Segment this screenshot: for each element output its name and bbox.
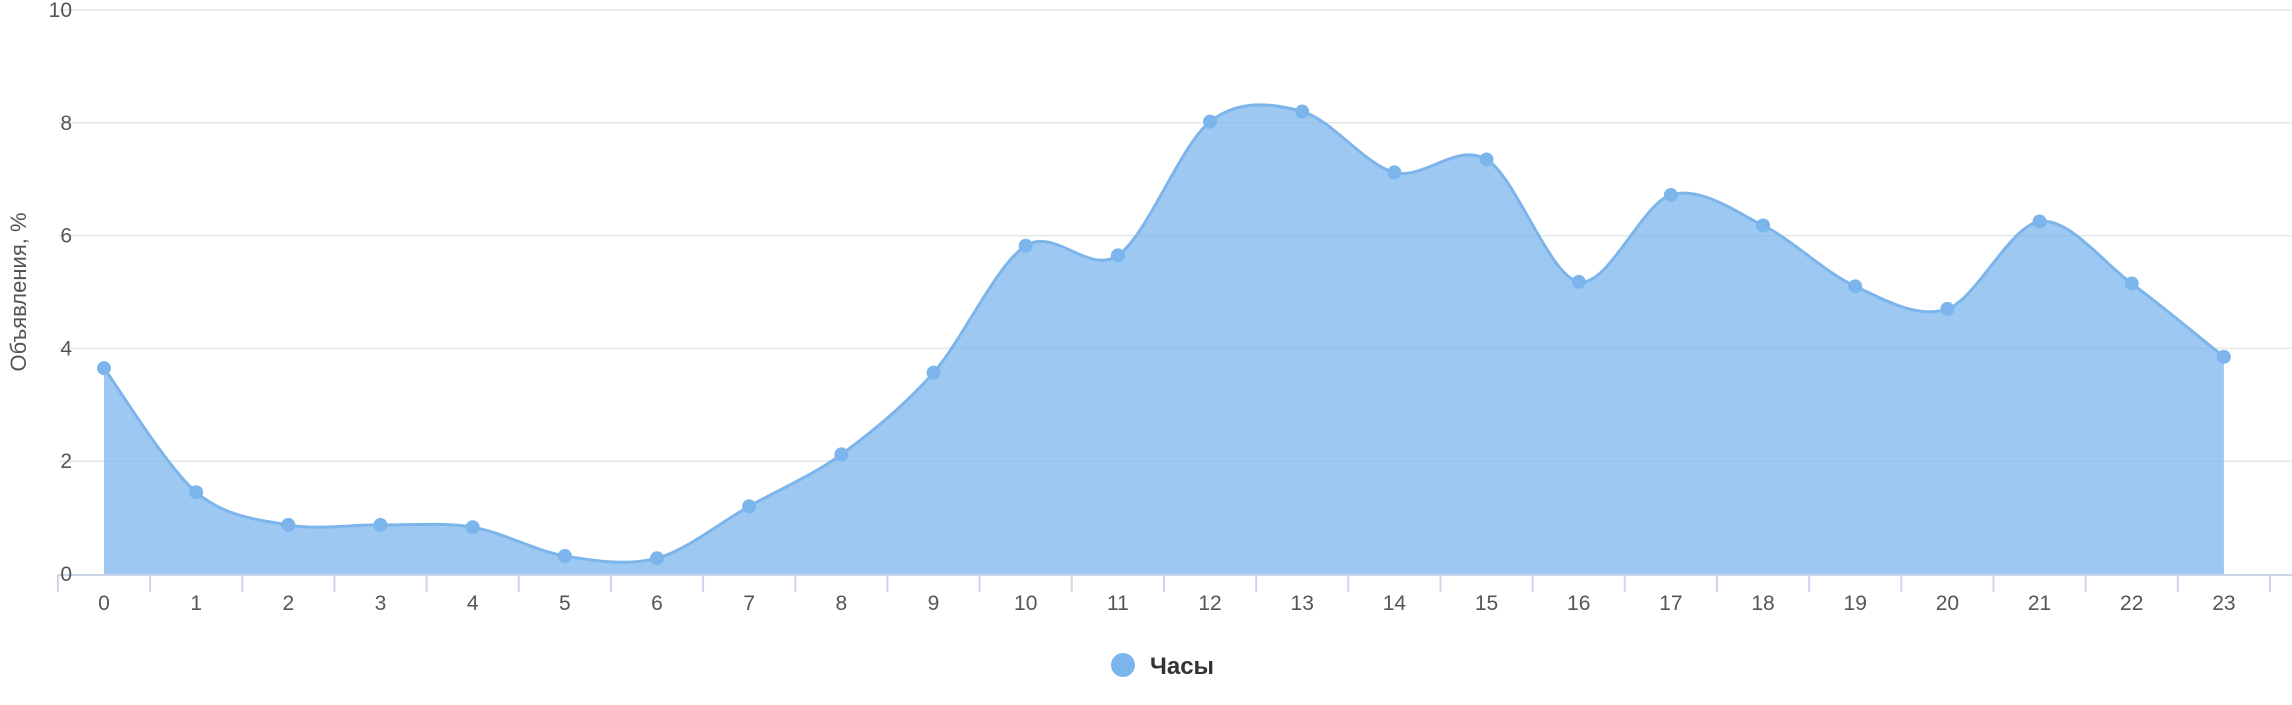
legend-symbol[interactable]: [1111, 653, 1135, 677]
x-tick-label: 2: [282, 592, 294, 615]
data-point[interactable]: [1203, 114, 1218, 129]
x-tick-label: 21: [2028, 592, 2051, 615]
x-tick-label: 4: [467, 592, 479, 615]
data-point[interactable]: [97, 361, 111, 376]
data-point[interactable]: [1295, 104, 1310, 119]
data-point[interactable]: [926, 365, 941, 380]
data-point[interactable]: [1018, 238, 1033, 253]
data-point[interactable]: [650, 551, 665, 566]
x-tick-label: 1: [190, 592, 202, 615]
y-axis: 0 2 4 6 8 10 Объявления, %: [6, 0, 72, 586]
y-tick-label: 10: [49, 0, 72, 22]
x-tick-label: 18: [1751, 592, 1774, 615]
data-point[interactable]: [1756, 218, 1771, 233]
x-tick-label: 23: [2212, 592, 2235, 615]
series-area: [102, 103, 2225, 574]
data-point[interactable]: [373, 517, 388, 532]
series-area-fill: [104, 104, 2224, 574]
x-axis: 0 1 2 3 4 5 6 7 8 9 10 11 12 13 14 15 16 17 18 19 20 21 22 23: [56, 574, 2292, 615]
data-point[interactable]: [2124, 276, 2139, 291]
x-tick-label: 11: [1107, 592, 1129, 615]
data-point[interactable]: [1940, 301, 1955, 316]
data-point[interactable]: [1663, 187, 1678, 202]
y-tick-label: 2: [60, 450, 72, 473]
y-tick-label: 8: [60, 112, 72, 135]
data-point[interactable]: [834, 447, 849, 462]
x-tick-label: 20: [1936, 592, 1959, 615]
data-point[interactable]: [1387, 165, 1402, 180]
x-tick-label: 9: [928, 592, 940, 615]
data-point[interactable]: [1848, 279, 1863, 294]
data-point[interactable]: [2216, 349, 2231, 364]
y-tick-label: 4: [60, 337, 72, 360]
x-tick-label: 7: [743, 592, 755, 615]
data-point[interactable]: [189, 485, 204, 500]
data-point[interactable]: [1571, 274, 1586, 289]
x-tick-label: 10: [1014, 592, 1037, 615]
x-tick-label: 12: [1198, 592, 1221, 615]
x-tick-label: 14: [1383, 592, 1407, 615]
legend[interactable]: Часы: [1111, 653, 1214, 680]
legend-label[interactable]: Часы: [1150, 653, 1214, 680]
x-tick-label: 0: [98, 592, 110, 615]
x-tick-label: 19: [1844, 592, 1867, 615]
data-point[interactable]: [742, 499, 757, 514]
x-tick-label: 16: [1567, 592, 1590, 615]
y-tick-label: 0: [60, 563, 72, 586]
data-point[interactable]: [281, 517, 296, 532]
data-point[interactable]: [2032, 214, 2047, 229]
series-points: [97, 104, 2231, 566]
x-tick-label: 22: [2120, 592, 2143, 615]
data-point[interactable]: [557, 548, 572, 563]
x-tick-label: 17: [1659, 592, 1682, 615]
x-tick-label: 5: [559, 592, 571, 615]
x-tick-label: 6: [651, 592, 663, 615]
data-point[interactable]: [465, 520, 480, 535]
x-tick-label: 8: [836, 592, 848, 615]
x-tick-label: 3: [375, 592, 387, 615]
data-point[interactable]: [1479, 152, 1494, 167]
y-axis-title: Объявления, %: [6, 212, 31, 371]
x-tick-label: 15: [1475, 592, 1498, 615]
data-point[interactable]: [1110, 248, 1125, 263]
x-tick-label: 13: [1291, 592, 1314, 615]
y-tick-label: 6: [60, 225, 72, 248]
